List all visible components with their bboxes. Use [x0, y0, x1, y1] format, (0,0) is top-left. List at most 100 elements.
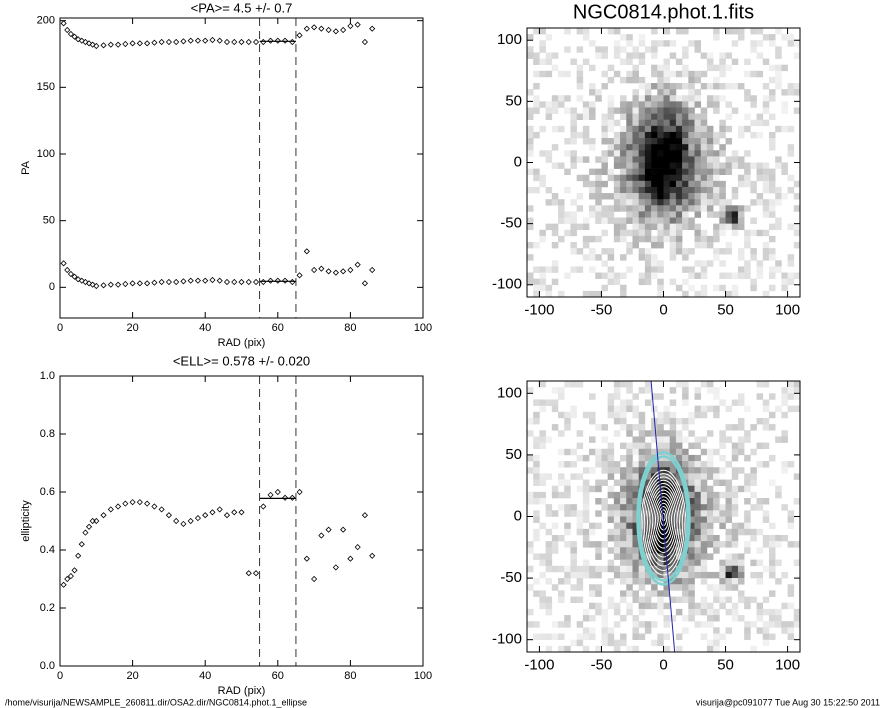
pixel: [570, 138, 577, 145]
y-tick-label: 1.0: [40, 370, 55, 382]
pixel: [713, 107, 720, 114]
pixel: [700, 138, 708, 145]
pixel: [644, 223, 652, 231]
pixel: [626, 125, 633, 133]
data-point: [289, 38, 296, 46]
pixel: [663, 430, 671, 437]
pixel: [607, 272, 615, 279]
pixel: [638, 454, 646, 462]
pixel: [737, 522, 745, 530]
pixel: [706, 101, 714, 108]
pixel: [607, 248, 615, 255]
pixel: [706, 516, 714, 523]
pixel: [694, 621, 702, 628]
pixel: [675, 162, 683, 169]
pixel: [663, 150, 671, 157]
pixel: [651, 125, 658, 133]
pixel: [750, 559, 757, 567]
pixel: [694, 504, 702, 511]
pixel: [682, 473, 689, 480]
pixel: [589, 64, 596, 72]
pixel: [551, 541, 559, 548]
pixel: [768, 248, 776, 255]
pixel: [632, 199, 639, 206]
x-tick-label: -50: [591, 656, 613, 673]
pixel: [595, 608, 602, 616]
pixel: [756, 174, 764, 182]
data-point: [60, 260, 67, 267]
pixel: [762, 627, 770, 634]
pixel: [669, 83, 677, 90]
pixel: [688, 217, 695, 224]
pixel: [787, 278, 795, 286]
pixel: [582, 559, 590, 567]
pixel: [725, 461, 733, 468]
pixel: [706, 639, 714, 647]
pixel: [719, 95, 726, 102]
pixel: [576, 248, 584, 255]
pixel: [644, 553, 652, 560]
pixel: [756, 266, 764, 273]
x-tick-label: 0: [57, 670, 63, 682]
pixel: [694, 89, 702, 96]
pixel: [682, 46, 689, 53]
pixel: [713, 284, 720, 292]
pixel: [682, 199, 689, 206]
data-point: [78, 541, 85, 548]
pixel: [638, 131, 646, 139]
pixel: [731, 284, 739, 292]
pixel: [675, 596, 683, 604]
pixel: [713, 131, 720, 139]
pixel: [632, 571, 639, 579]
pixel: [533, 510, 540, 517]
pixel: [545, 266, 553, 273]
pixel: [775, 559, 782, 567]
pixel: [700, 70, 708, 78]
pixel: [675, 180, 683, 188]
pixel: [737, 553, 745, 560]
pixel: [626, 553, 633, 560]
pixel: [719, 578, 726, 585]
pixel: [626, 174, 633, 182]
x-tick-label: 40: [199, 670, 211, 682]
pixel: [663, 571, 671, 579]
pixel: [564, 229, 571, 237]
pixel: [595, 547, 602, 554]
pixel: [607, 516, 615, 523]
pixel: [620, 510, 627, 517]
pixel: [725, 541, 733, 548]
pixel: [595, 454, 602, 462]
pixel: [651, 498, 658, 505]
pixel: [756, 381, 764, 388]
pixel: [768, 590, 776, 597]
pixel: [750, 248, 757, 255]
pixel: [737, 266, 745, 273]
pixel: [644, 516, 652, 523]
pixel: [725, 553, 733, 560]
pixel: [706, 615, 714, 622]
pixel: [793, 107, 801, 114]
pixel: [706, 522, 714, 530]
pixel: [663, 193, 671, 200]
pixel: [558, 633, 565, 640]
data-point: [267, 277, 274, 284]
pixel: [620, 424, 627, 431]
pixel: [675, 248, 683, 255]
pixel: [632, 498, 639, 505]
pixel: [719, 454, 726, 462]
pixel: [632, 235, 639, 243]
pixel: [545, 150, 553, 157]
pixel: [675, 150, 683, 157]
pixel: [527, 168, 534, 176]
pixel: [595, 510, 602, 517]
pixel: [632, 461, 639, 468]
pixel: [768, 199, 776, 206]
pixel: [638, 448, 646, 456]
pixel: [781, 621, 788, 628]
pixel: [644, 578, 652, 585]
pixel: [663, 473, 671, 480]
pixel: [694, 454, 702, 462]
pixel: [725, 584, 733, 591]
pixel: [607, 596, 615, 604]
pixel: [613, 40, 621, 47]
